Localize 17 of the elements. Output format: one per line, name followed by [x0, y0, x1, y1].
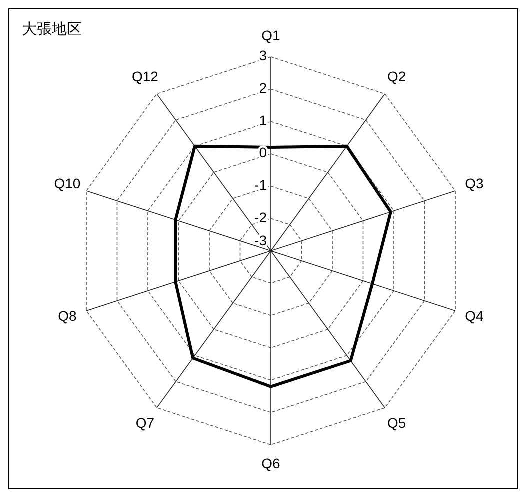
- spoke-label: Q4: [465, 308, 484, 324]
- spoke-label: Q1: [262, 28, 281, 44]
- y-tick-label: 2: [259, 80, 268, 96]
- y-tick-label: 0: [259, 144, 268, 161]
- spoke-label: Q6: [262, 456, 281, 472]
- spoke-label: Q2: [387, 68, 406, 85]
- chart-title: 大張地区: [22, 21, 82, 38]
- spoke-label: Q3: [465, 176, 484, 192]
- spoke-label: Q12: [132, 68, 159, 85]
- spoke-label: Q10: [54, 176, 81, 192]
- y-tick-label: -2: [254, 209, 268, 226]
- y-tick-label: -1: [254, 177, 268, 194]
- spoke-label: Q8: [58, 308, 78, 324]
- y-tick-label: 3: [259, 48, 268, 64]
- spoke-label: Q5: [387, 414, 406, 431]
- y-tick-label: 1: [259, 112, 268, 128]
- spoke-label: Q7: [136, 414, 155, 431]
